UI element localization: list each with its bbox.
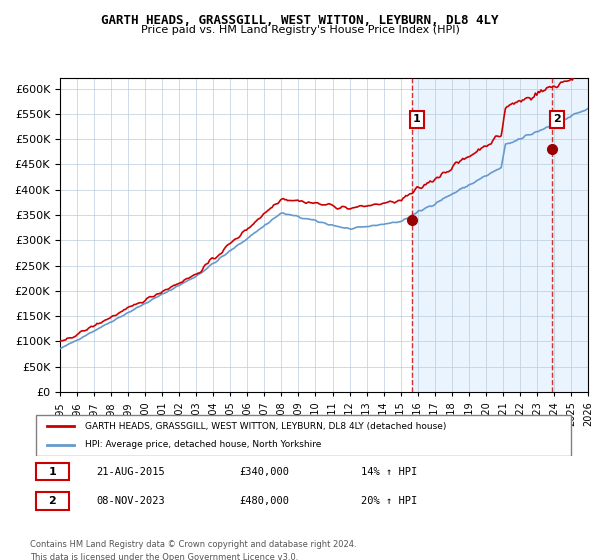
Bar [412,78,588,392]
Text: Contains HM Land Registry data © Crown copyright and database right 2024.
This d: Contains HM Land Registry data © Crown c… [30,540,356,560]
Text: 2: 2 [553,114,561,124]
Text: GARTH HEADS, GRASSGILL, WEST WITTON, LEYBURN, DL8 4LY (detached house): GARTH HEADS, GRASSGILL, WEST WITTON, LEY… [85,422,446,431]
Text: £340,000: £340,000 [240,466,290,477]
Text: GARTH HEADS, GRASSGILL, WEST WITTON, LEYBURN, DL8 4LY: GARTH HEADS, GRASSGILL, WEST WITTON, LEY… [101,14,499,27]
Text: 2: 2 [48,496,56,506]
Text: 1: 1 [48,466,56,477]
FancyBboxPatch shape [35,492,68,510]
Text: 08-NOV-2023: 08-NOV-2023 [96,496,165,506]
Text: HPI: Average price, detached house, North Yorkshire: HPI: Average price, detached house, Nort… [85,440,322,449]
FancyBboxPatch shape [35,463,68,480]
Text: 21-AUG-2015: 21-AUG-2015 [96,466,165,477]
Text: 1: 1 [413,114,421,124]
Text: Price paid vs. HM Land Registry's House Price Index (HPI): Price paid vs. HM Land Registry's House … [140,25,460,35]
Text: £480,000: £480,000 [240,496,290,506]
Text: 20% ↑ HPI: 20% ↑ HPI [361,496,418,506]
FancyBboxPatch shape [35,416,571,456]
Text: 14% ↑ HPI: 14% ↑ HPI [361,466,418,477]
